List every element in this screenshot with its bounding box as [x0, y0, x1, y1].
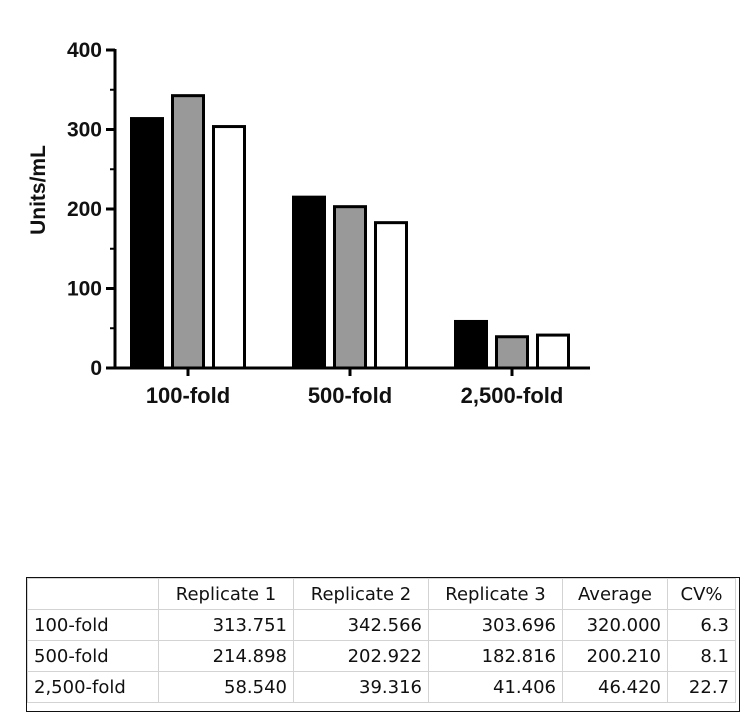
table-cell: 8.1 [667, 640, 736, 672]
y-tick-label: 100 [67, 278, 102, 301]
bar-2500fold-replicate-1 [454, 319, 488, 370]
bars-group [130, 94, 570, 370]
x-axis: 100-fold 500-fold 2,500-fold [114, 366, 590, 408]
header-average: Average [562, 578, 668, 610]
bar-chart: 0 100 200 300 400 100-fold 500-fold 2,500-fold… [27, 39, 590, 408]
bar-100fold-replicate-2 [171, 94, 205, 370]
bar-2500fold-replicate-3 [536, 333, 570, 370]
bar-500fold-replicate-3 [374, 221, 408, 370]
table-cell: 320.000 [562, 609, 668, 641]
table-cell: 182.816 [428, 640, 563, 672]
table-cell: 214.898 [158, 640, 294, 672]
table-cell: 202.922 [293, 640, 429, 672]
row-label: 500-fold [27, 640, 159, 672]
bar-100fold-replicate-3 [212, 125, 246, 370]
table-row: 100-fold 313.751 342.566 303.696 320.000… [27, 609, 736, 641]
table-cell: 303.696 [428, 609, 563, 641]
header-corner [27, 578, 159, 610]
table-cell: 200.210 [562, 640, 668, 672]
data-table: Replicate 1 Replicate 2 Replicate 3 Aver… [27, 578, 736, 703]
row-label: 2,500-fold [27, 671, 159, 703]
table-cell: 46.420 [562, 671, 668, 703]
table-row: 2,500-fold 58.540 39.316 41.406 46.420 2… [27, 671, 736, 703]
bar-100fold-replicate-1 [130, 117, 164, 370]
table-cell: 6.3 [667, 609, 736, 641]
y-axis-title: Units/mL [27, 145, 50, 235]
table-cell: 39.316 [293, 671, 429, 703]
bar-500fold-replicate-1 [292, 195, 326, 370]
table-cell: 58.540 [158, 671, 294, 703]
table-cell: 313.751 [158, 609, 294, 641]
bar-500fold-replicate-2 [333, 205, 367, 370]
table-row: 500-fold 214.898 202.922 182.816 200.210… [27, 640, 736, 672]
header-replicate-3: Replicate 3 [428, 578, 563, 610]
table-cell: 342.566 [293, 609, 429, 641]
header-replicate-1: Replicate 1 [158, 578, 294, 610]
header-replicate-2: Replicate 2 [293, 578, 429, 610]
y-tick-label: 300 [67, 119, 102, 142]
y-axis: 0 100 200 300 400 [67, 39, 117, 380]
y-tick-label: 0 [90, 357, 102, 380]
y-tick-label: 400 [67, 39, 102, 62]
x-category-label: 100-fold [146, 383, 230, 408]
header-cv: CV% [667, 578, 736, 610]
y-tick-label: 200 [67, 198, 102, 221]
table-cell: 41.406 [428, 671, 563, 703]
x-category-label: 2,500-fold [461, 383, 564, 408]
row-label: 100-fold [27, 609, 159, 641]
table-cell: 22.7 [667, 671, 736, 703]
bar-2500fold-replicate-2 [495, 335, 529, 370]
x-category-label: 500-fold [308, 383, 392, 408]
table-header-row: Replicate 1 Replicate 2 Replicate 3 Aver… [27, 578, 736, 610]
